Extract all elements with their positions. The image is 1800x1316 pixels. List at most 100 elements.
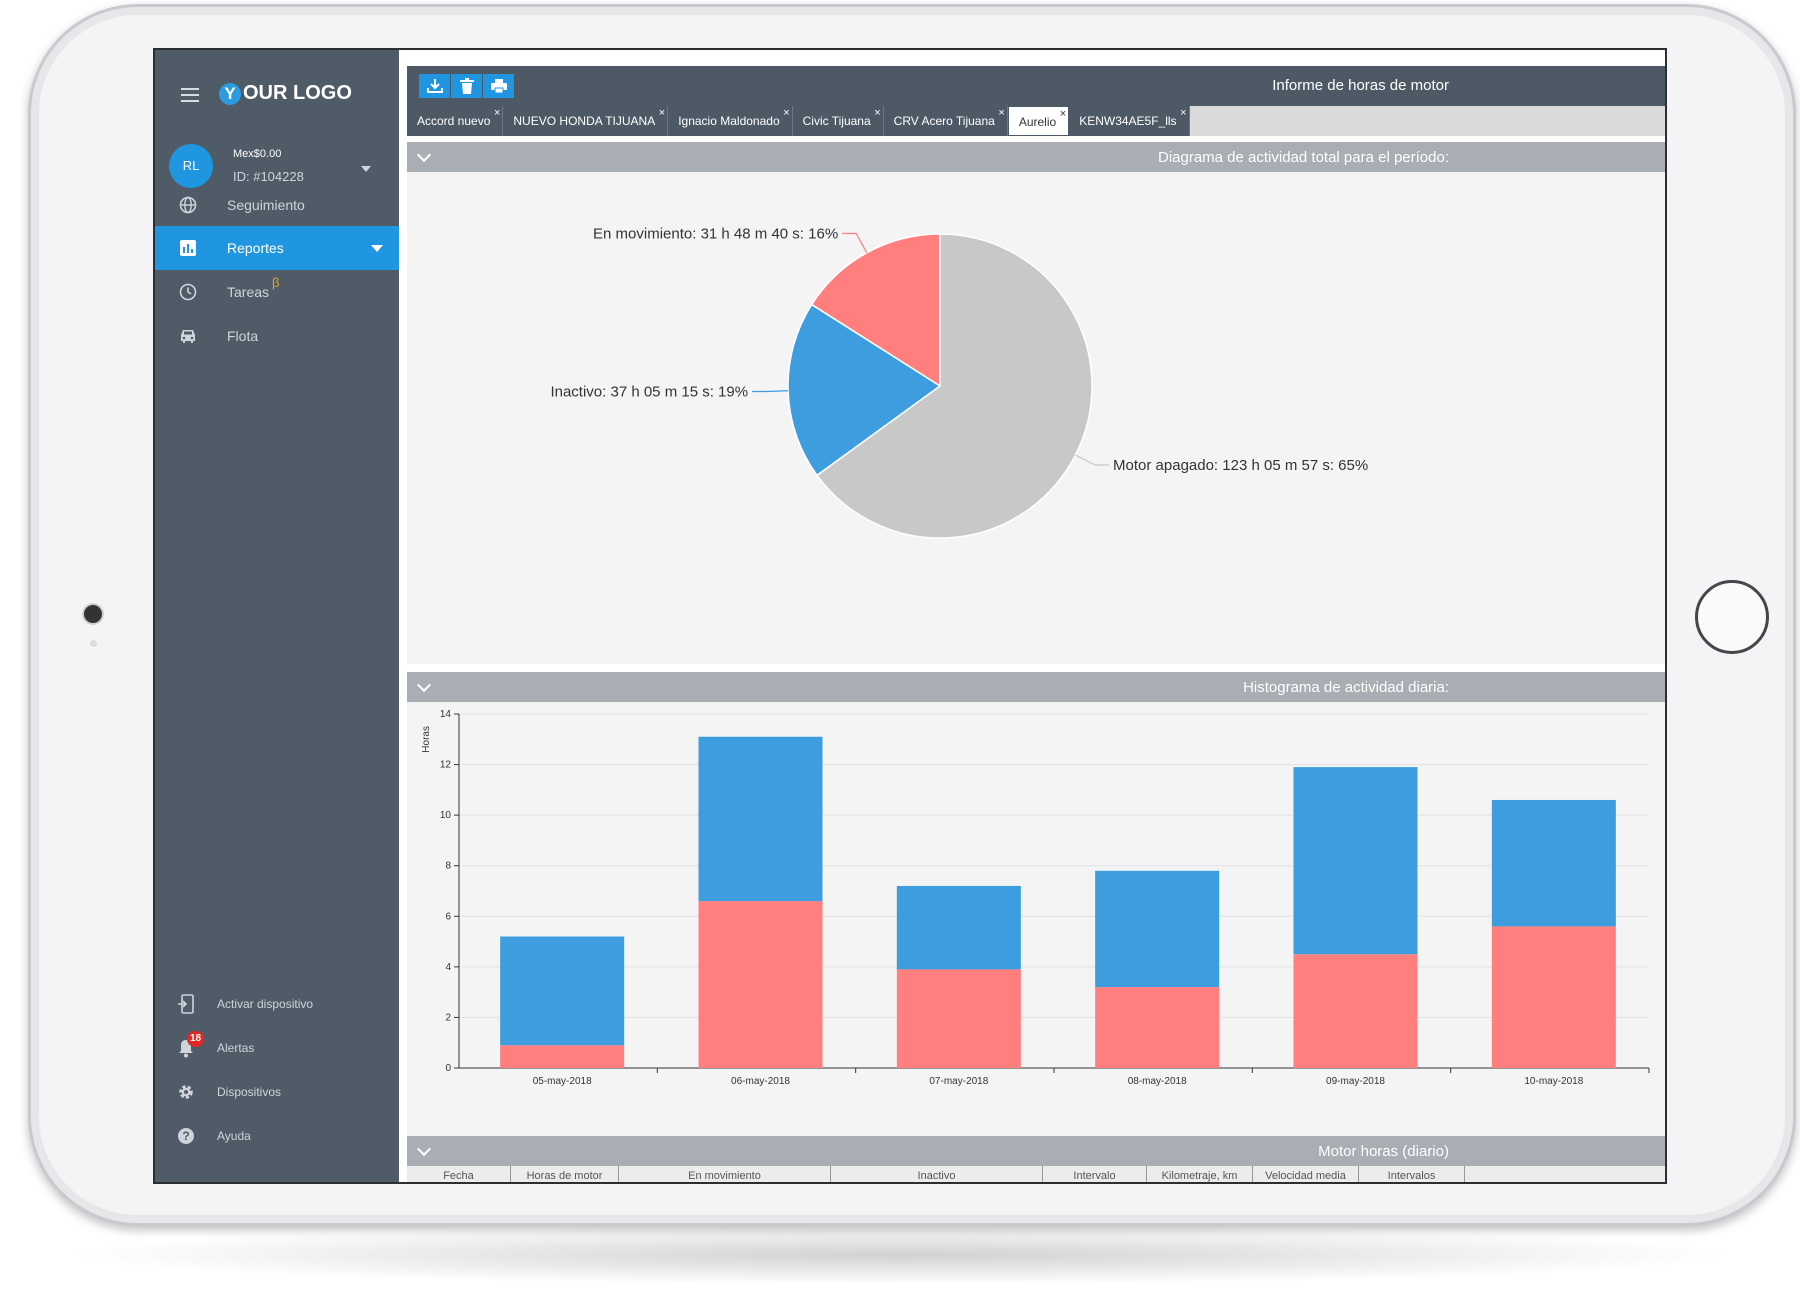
device-login-icon (175, 993, 197, 1015)
y-tick-label: 14 (440, 709, 452, 720)
close-icon[interactable]: × (998, 107, 1005, 119)
sidebar-item-label: Reportes (227, 240, 284, 256)
table-column-header[interactable]: Kilometraje, km (1147, 1166, 1253, 1182)
print-button[interactable] (483, 74, 514, 98)
sidebar-item-label: Tareas (227, 284, 270, 300)
bar-segment[interactable] (698, 901, 823, 1068)
bar-segment[interactable] (1293, 767, 1418, 955)
app-screen: Y OUR LOGO RL Mex$0.00 ID: #104228 Segui… (153, 48, 1667, 1184)
trash-icon (459, 78, 474, 94)
y-tick-label: 6 (445, 911, 451, 922)
account-id: ID: #104228 (233, 169, 304, 184)
histogram-section-header[interactable]: Histograma de actividad diaria: (407, 672, 1665, 702)
y-tick-label: 12 (440, 760, 452, 771)
pie-slice[interactable] (810, 233, 941, 388)
tab-crv-acero-tijuana[interactable]: CRV Acero Tijuana × (883, 106, 1008, 136)
sidebar-item-dispositivos[interactable]: Dispositivos (155, 1072, 399, 1112)
close-icon[interactable]: × (874, 107, 881, 119)
sidebar-item-alertas[interactable]: 18 Alertas (155, 1028, 399, 1068)
table-column-header[interactable]: Velocidad media (1253, 1166, 1359, 1182)
tablet-home-button[interactable] (1695, 580, 1769, 654)
sidebar-item-label: Seguimiento (227, 197, 305, 213)
bar-segment[interactable] (500, 1045, 625, 1068)
bar-chart-icon (177, 237, 199, 259)
activity-pie-chart: En movimiento: 31 h 48 m 40 s: 16% Inacti… (550, 226, 1368, 539)
gear-icon (175, 1081, 197, 1103)
account-dropdown-icon[interactable] (361, 166, 371, 172)
close-icon[interactable]: × (493, 107, 501, 119)
sidebar-item-reportes[interactable]: Reportes (155, 226, 399, 270)
report-title: Informe de horas de motor (1272, 77, 1449, 94)
pie-slice[interactable] (815, 233, 1093, 539)
tablet-sensor (90, 640, 97, 647)
download-icon (426, 79, 443, 93)
svg-text:?: ? (182, 1129, 189, 1143)
tab-accord-nuevo[interactable]: Accord nuevo × (407, 106, 504, 136)
bar-segment[interactable] (500, 936, 625, 1046)
globe-icon (177, 194, 199, 216)
main-content: Informe de horas de motor Accord nuevo × N… (399, 50, 1665, 1182)
table-section-header[interactable]: Motor horas (diario) (407, 1136, 1665, 1166)
print-icon (490, 79, 507, 94)
bar-segment[interactable] (1095, 987, 1220, 1068)
tab-kenw34ae5f-lls[interactable]: KENW34AE5F_lls × (1069, 106, 1190, 136)
download-button[interactable] (419, 74, 450, 98)
table-column-header[interactable]: Horas de motor (511, 1166, 619, 1182)
bell-icon: 18 (175, 1031, 205, 1059)
hamburger-menu-icon[interactable] (181, 88, 199, 102)
y-tick-label: 8 (445, 861, 451, 872)
bar-segment[interactable] (896, 969, 1021, 1068)
tab-aurelio[interactable]: Aurelio × (1007, 106, 1070, 136)
pie-slice-label: Inactivo: 37 h 05 m 15 s: 19% (550, 383, 748, 400)
bar-segment[interactable] (1293, 954, 1418, 1068)
sidebar-item-activar-dispositivo[interactable]: Activar dispositivo (155, 984, 399, 1024)
table-column-header[interactable]: En movimiento (619, 1166, 831, 1182)
report-toolbar: Informe de horas de motor (407, 66, 1665, 106)
bar-segment[interactable] (1491, 799, 1616, 927)
bar-segment[interactable] (1095, 870, 1220, 988)
chevron-down-icon[interactable] (416, 1141, 432, 1157)
table-column-header[interactable]: Fecha (407, 1166, 511, 1182)
account-balance: Mex$0.00 (233, 148, 282, 160)
sidebar-item-seguimiento[interactable]: Seguimiento (155, 183, 399, 227)
table-column-header[interactable]: Intervalos (1359, 1166, 1465, 1182)
table-column-header[interactable]: Inactivo (831, 1166, 1043, 1182)
pie-leader-line (752, 390, 789, 393)
logo[interactable]: Y OUR LOGO (219, 82, 352, 105)
close-icon[interactable]: × (1059, 108, 1067, 120)
sidebar-item-label: Flota (227, 328, 259, 344)
chevron-down-icon (371, 245, 383, 252)
bar-segment[interactable] (896, 885, 1021, 970)
chevron-down-icon[interactable] (416, 677, 432, 693)
x-tick-label: 08-may-2018 (1128, 1076, 1187, 1087)
tab-label: NUEVO HONDA TIJUANA (513, 114, 656, 128)
delete-button[interactable] (451, 74, 482, 98)
pie-section-header[interactable]: Diagrama de actividad total para el perí… (407, 142, 1665, 172)
pie-leader-line (842, 232, 868, 254)
y-tick-label: 10 (440, 810, 452, 821)
sidebar-item-flota[interactable]: Flota (155, 314, 399, 358)
car-icon (177, 325, 199, 347)
tab-ignacio-maldonado[interactable]: Ignacio Maldonado × (668, 106, 793, 136)
sidebar-item-tareas[interactable]: Tareas β (155, 270, 399, 314)
bar-segment[interactable] (698, 736, 823, 902)
tab-civic-tijuana[interactable]: Civic Tijuana × (792, 106, 884, 136)
help-icon: ? (175, 1125, 197, 1147)
bar-segment[interactable] (1491, 926, 1616, 1068)
table-column-header[interactable]: Intervalo (1043, 1166, 1147, 1182)
tab-label: Civic Tijuana (802, 114, 871, 128)
x-tick-label: 09-may-2018 (1326, 1076, 1385, 1087)
close-icon[interactable]: × (783, 107, 790, 119)
x-tick-label: 07-may-2018 (929, 1076, 988, 1087)
tab-nuevo-honda-tijuana[interactable]: NUEVO HONDA TIJUANA × (503, 106, 669, 136)
close-icon[interactable]: × (1180, 107, 1187, 119)
sidebar: Y OUR LOGO RL Mex$0.00 ID: #104228 Segui… (155, 50, 399, 1182)
y-tick-label: 2 (445, 1012, 451, 1023)
sidebar-item-ayuda[interactable]: ? Ayuda (155, 1116, 399, 1156)
close-icon[interactable]: × (658, 107, 666, 119)
pie-leader-line (1075, 454, 1110, 466)
avatar[interactable]: RL (169, 144, 213, 188)
chevron-down-icon[interactable] (416, 147, 432, 163)
tablet-camera (84, 605, 102, 623)
x-tick-label: 10-may-2018 (1524, 1076, 1583, 1087)
